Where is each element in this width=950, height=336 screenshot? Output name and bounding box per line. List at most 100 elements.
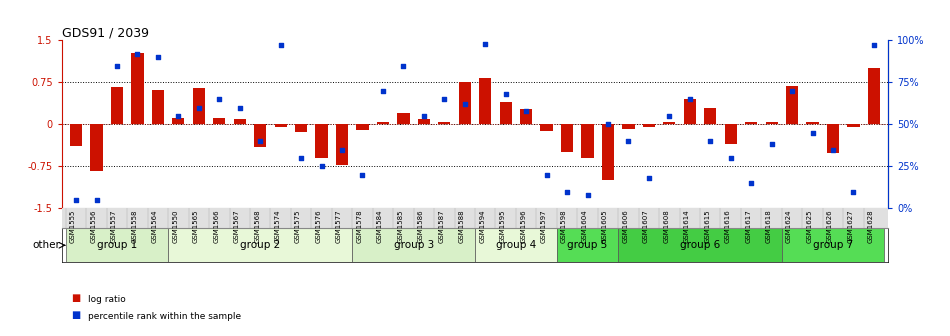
Bar [643,124,656,127]
Bar [557,228,618,262]
Text: group 4: group 4 [496,240,536,250]
Point [560,189,575,194]
Bar [397,113,409,124]
Text: GSM1574: GSM1574 [275,209,280,243]
Bar [377,122,390,124]
Point [89,197,104,203]
Text: GSM1584: GSM1584 [377,209,383,243]
Text: group 5: group 5 [567,240,608,250]
Point [826,147,841,152]
Text: GSM1628: GSM1628 [868,209,874,243]
Point [150,54,165,60]
Text: GSM1566: GSM1566 [214,209,219,243]
Text: GSM1594: GSM1594 [479,209,485,243]
Text: GSM1568: GSM1568 [255,209,260,243]
Point [539,172,554,177]
Text: GSM1565: GSM1565 [193,209,199,243]
Text: GSM1614: GSM1614 [684,209,690,243]
Bar [111,87,124,124]
Point [375,88,390,93]
Point [682,96,697,102]
Point [600,122,616,127]
Bar [500,102,512,124]
Bar [438,122,450,124]
Bar [90,124,103,171]
Point [68,197,84,203]
Point [641,175,656,181]
Text: GSM1576: GSM1576 [315,209,321,243]
Text: percentile rank within the sample: percentile rank within the sample [88,312,241,321]
Text: GSM1616: GSM1616 [725,209,731,243]
Bar [560,124,573,152]
Bar [520,109,532,124]
Point [437,96,452,102]
Text: GSM1555: GSM1555 [70,209,76,243]
Point [130,51,145,56]
Point [662,113,677,119]
Text: GSM1596: GSM1596 [521,209,526,243]
Text: GSM1605: GSM1605 [602,209,608,243]
Bar [847,124,860,127]
Bar [193,88,205,124]
Text: group 1: group 1 [97,240,137,250]
Point [416,113,431,119]
Bar [725,124,737,144]
Text: GSM1595: GSM1595 [500,209,505,243]
Text: GSM1588: GSM1588 [459,209,465,243]
Text: GSM1625: GSM1625 [807,209,812,243]
Text: GSM1557: GSM1557 [111,209,117,243]
Bar [275,124,287,127]
Text: GSM1607: GSM1607 [643,209,649,243]
Text: GSM1578: GSM1578 [356,209,363,243]
Point [621,138,637,144]
Point [478,41,493,46]
Point [355,172,370,177]
Text: GSM1617: GSM1617 [745,209,751,243]
Text: GSM1615: GSM1615 [704,209,711,243]
Text: GSM1597: GSM1597 [541,209,546,243]
Bar [684,99,696,124]
Text: GSM1558: GSM1558 [131,209,138,243]
Bar [172,118,184,124]
Point [785,88,800,93]
Text: GSM1608: GSM1608 [663,209,670,243]
Bar [459,82,471,124]
Point [232,105,247,110]
Point [846,189,861,194]
Text: GSM1606: GSM1606 [622,209,629,243]
Bar [766,122,778,124]
Bar [704,108,716,124]
Point [171,113,186,119]
Text: GDS91 / 2039: GDS91 / 2039 [62,26,149,39]
Bar [618,228,782,262]
Point [498,91,513,97]
Bar [663,122,675,124]
Point [580,192,595,198]
Point [334,147,350,152]
Text: other: other [33,240,61,250]
Text: GSM1627: GSM1627 [847,209,853,243]
Bar [234,119,246,124]
Text: GSM1587: GSM1587 [438,209,445,243]
Text: GSM1556: GSM1556 [90,209,97,243]
Bar [782,228,884,262]
Point [396,63,411,68]
Point [703,138,718,144]
Bar [168,228,352,262]
Text: GSM1598: GSM1598 [561,209,567,243]
Text: group 2: group 2 [240,240,280,250]
Point [191,105,206,110]
Bar [867,68,880,124]
Text: GSM1550: GSM1550 [172,209,179,243]
Point [805,130,820,135]
Text: GSM1585: GSM1585 [397,209,404,243]
Point [294,155,309,161]
Text: group 6: group 6 [680,240,720,250]
Point [519,108,534,114]
Bar [826,124,839,154]
Point [764,142,779,147]
Point [109,63,124,68]
Bar [315,124,328,158]
Text: GSM1626: GSM1626 [827,209,833,243]
Bar [541,124,553,131]
